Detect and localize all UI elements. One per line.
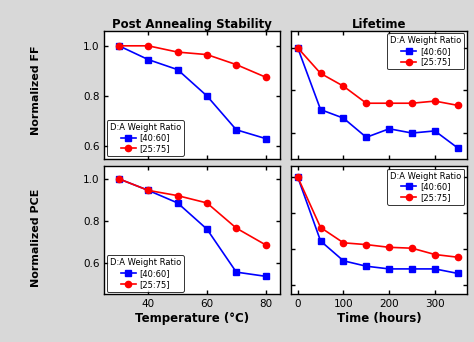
[40:60] [409,267,415,271]
[25:75] [263,243,268,247]
[40:60] [432,267,438,271]
[40:60] [234,128,239,132]
Line: [40:60]: [40:60] [116,176,269,279]
[25:75] [409,101,415,105]
[25:75] [263,75,268,79]
Line: [40:60]: [40:60] [116,43,269,142]
[25:75] [146,188,151,193]
[40:60] [146,188,151,193]
Text: Normalized PCE: Normalized PCE [30,188,41,287]
[25:75] [409,246,415,250]
[40:60] [295,46,301,50]
[40:60] [341,116,346,120]
X-axis label: Time (hours): Time (hours) [337,312,421,325]
[25:75] [318,225,323,229]
[25:75] [455,255,461,259]
[40:60] [116,177,122,181]
[25:75] [455,103,461,107]
[25:75] [386,101,392,105]
[40:60] [204,94,210,98]
[25:75] [234,63,239,67]
Legend: [40:60], [25:75]: [40:60], [25:75] [387,33,465,69]
[40:60] [364,135,369,139]
[25:75] [204,53,210,57]
[25:75] [318,71,323,76]
Line: [25:75]: [25:75] [116,43,269,80]
Line: [25:75]: [25:75] [116,176,269,248]
[25:75] [116,177,122,181]
Text: Normalized FF: Normalized FF [30,46,41,135]
[25:75] [386,245,392,249]
[40:60] [175,68,181,72]
[40:60] [295,175,301,179]
[40:60] [263,136,268,141]
[25:75] [341,84,346,88]
[40:60] [116,44,122,48]
[40:60] [432,129,438,133]
[40:60] [318,108,323,112]
[25:75] [295,46,301,50]
Legend: [40:60], [25:75]: [40:60], [25:75] [107,255,184,292]
[25:75] [234,226,239,230]
[25:75] [295,175,301,179]
[40:60] [386,127,392,131]
Title: Post Annealing Stability: Post Annealing Stability [112,18,272,31]
[40:60] [386,267,392,271]
[40:60] [204,227,210,231]
[40:60] [263,274,268,278]
[40:60] [455,271,461,275]
Line: [40:60]: [40:60] [295,45,461,151]
[25:75] [432,252,438,256]
X-axis label: Temperature (°C): Temperature (°C) [135,312,249,325]
[40:60] [175,201,181,205]
[25:75] [341,241,346,245]
[25:75] [204,201,210,205]
Line: [25:75]: [25:75] [295,174,461,260]
Title: Lifetime: Lifetime [352,18,406,31]
[40:60] [364,264,369,268]
[40:60] [409,131,415,135]
[40:60] [234,270,239,274]
[25:75] [432,99,438,103]
[25:75] [146,44,151,48]
Line: [40:60]: [40:60] [295,174,461,277]
[25:75] [175,50,181,54]
[25:75] [364,242,369,247]
[40:60] [146,57,151,62]
Legend: [40:60], [25:75]: [40:60], [25:75] [107,120,184,156]
[25:75] [116,44,122,48]
[40:60] [341,259,346,263]
[25:75] [364,101,369,105]
Legend: [40:60], [25:75]: [40:60], [25:75] [387,169,465,205]
[40:60] [455,146,461,150]
[25:75] [175,194,181,198]
[40:60] [318,239,323,243]
Line: [25:75]: [25:75] [295,45,461,108]
